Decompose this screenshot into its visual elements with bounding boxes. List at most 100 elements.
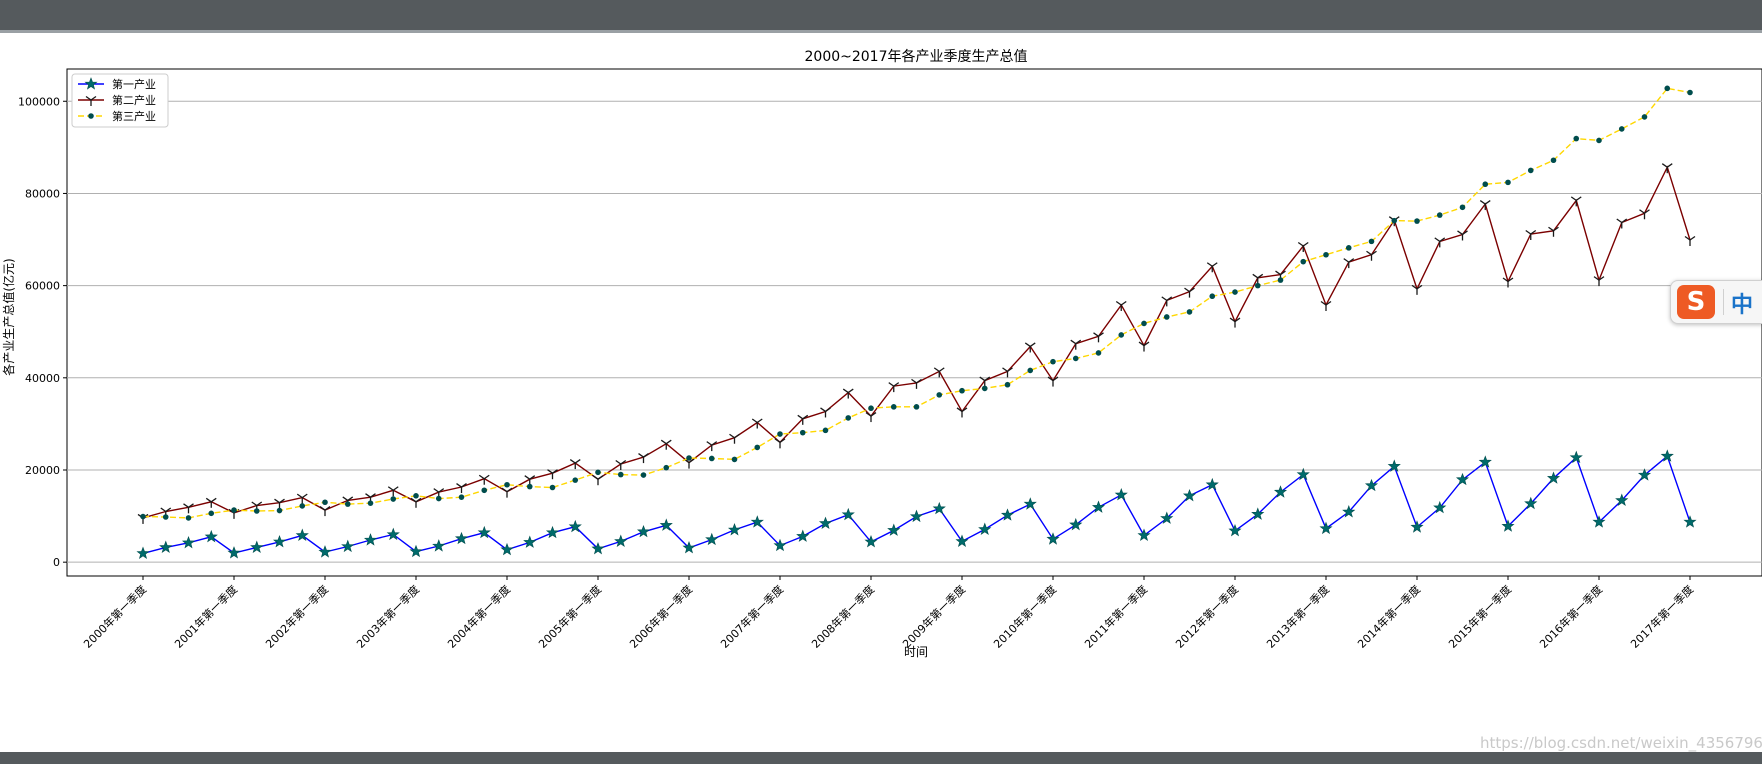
data-point: [1596, 137, 1602, 144]
data-point: [1163, 314, 1170, 320]
data-point: [1505, 179, 1511, 186]
sogou-logo-icon[interactable]: S: [1677, 285, 1715, 319]
data-point: [1050, 358, 1056, 365]
data-point: [276, 507, 283, 514]
data-point: [386, 527, 400, 541]
data-point: [1297, 241, 1309, 252]
data-point: [1095, 350, 1102, 356]
data-point: [1573, 135, 1580, 142]
x-tick-label: 2000年第一季度: [81, 582, 150, 651]
data-point: [640, 472, 647, 478]
data-point: [504, 481, 510, 488]
data-point: [410, 497, 422, 508]
data-point: [614, 534, 628, 548]
ime-language-toggle[interactable]: 中: [1731, 293, 1754, 318]
data-point: [1184, 287, 1195, 298]
y-tick-label: 20000: [25, 464, 60, 477]
data-point: [592, 475, 604, 486]
data-point: [208, 510, 215, 517]
data-point: [1391, 217, 1398, 224]
data-point: [183, 503, 194, 514]
data-point: [322, 499, 328, 506]
ime-divider: [1723, 289, 1724, 315]
data-point: [796, 529, 810, 542]
data-point: [617, 471, 624, 478]
data-point: [1000, 508, 1015, 521]
data-point: [1414, 218, 1420, 224]
data-point: [1639, 209, 1650, 220]
data-point: [1637, 468, 1652, 481]
x-tick-label: 2011年第一季度: [1082, 582, 1151, 651]
data-point: [1345, 245, 1352, 251]
x-tick-label: 2001年第一季度: [172, 582, 241, 651]
data-point: [1684, 235, 1696, 246]
data-point: [204, 529, 218, 543]
data-point: [159, 540, 173, 554]
data-point: [387, 486, 399, 497]
data-point: [1004, 381, 1011, 388]
data-point: [1300, 258, 1307, 265]
data-point: [569, 459, 581, 470]
data-point: [363, 533, 378, 546]
data-point: [185, 515, 192, 521]
data-point: [341, 539, 355, 553]
legend-box: [71, 73, 169, 128]
data-point: [140, 513, 146, 520]
data-point: [409, 544, 423, 558]
ime-toolbar[interactable]: S 中: [1670, 280, 1762, 324]
data-point: [956, 407, 968, 418]
y-tick-label: 60000: [25, 280, 60, 293]
data-point: [705, 532, 719, 546]
data-point: [274, 498, 285, 509]
data-point: [1023, 497, 1037, 510]
data-point: [706, 441, 718, 452]
data-point: [162, 514, 169, 520]
data-point: [1137, 528, 1151, 542]
x-tick-label: 2012年第一季度: [1173, 582, 1242, 651]
data-point: [1093, 332, 1104, 343]
data-point: [1273, 485, 1288, 498]
data-point: [1661, 163, 1673, 174]
plot-area: [66, 68, 1762, 577]
data-point: [591, 541, 605, 555]
y-axis: 0 20000 40000 60000 80000 100000: [18, 95, 67, 569]
x-axis-label: 时间: [904, 645, 928, 659]
data-point: [1047, 376, 1059, 387]
chart-title: 2000~2017年各产业季度生产总值: [805, 49, 1028, 65]
data-point: [659, 518, 673, 531]
data-point: [660, 439, 672, 450]
data-point: [959, 387, 965, 394]
data-point: [1182, 488, 1197, 502]
data-point: [477, 525, 491, 539]
data-point: [1364, 478, 1379, 492]
data-point: [750, 515, 764, 528]
data-point: [822, 427, 829, 434]
data-point: [1091, 500, 1106, 513]
data-point: [868, 405, 874, 412]
x-tick-label: 2002年第一季度: [263, 582, 332, 651]
data-point: [682, 541, 696, 554]
data-point: [936, 392, 943, 398]
x-tick-label: 2009年第一季度: [900, 582, 969, 651]
data-point: [727, 523, 742, 536]
grid-lines: [67, 100, 1762, 563]
data-point: [1160, 511, 1174, 524]
data-point: [1186, 309, 1193, 315]
data-point: [1660, 449, 1674, 462]
data-point: [595, 469, 601, 476]
data-point: [978, 522, 992, 536]
data-point: [1024, 342, 1036, 353]
data-point: [1593, 276, 1605, 287]
data-point: [1118, 332, 1125, 338]
data-point: [932, 501, 946, 515]
data-point: [731, 456, 738, 463]
data-point: [1069, 517, 1083, 531]
y-tick-label: 40000: [25, 372, 60, 385]
data-point: [663, 464, 670, 471]
data-point: [318, 545, 332, 558]
data-point: [1524, 496, 1538, 510]
data-point: [820, 407, 831, 418]
data-point: [1296, 467, 1310, 481]
data-point: [1209, 293, 1216, 300]
data-point: [432, 539, 446, 552]
